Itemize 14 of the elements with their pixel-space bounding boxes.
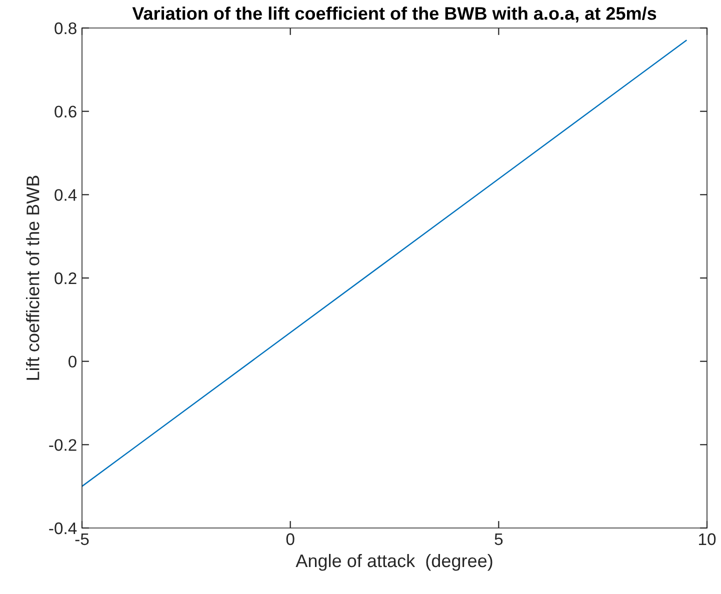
y-tick-label: -0.2 [49, 439, 76, 451]
x-tick-label: 0 [286, 533, 294, 546]
y-tick-label: 0.6 [54, 106, 76, 118]
y-tick-label: 0.2 [54, 272, 76, 284]
chart-title: Variation of the lift coefficient of the BWB with a.o.a, at 25m/s [132, 6, 656, 22]
y-tick-label: 0.4 [54, 189, 77, 201]
x-tick-label: 10 [699, 533, 716, 546]
y-axis-title: Lift coefficient of the BWB [26, 176, 40, 380]
x-tick-label: 5 [494, 533, 503, 546]
x-tick-label: -5 [75, 533, 89, 546]
y-tick-label: 0.8 [54, 22, 76, 34]
y-tick-label: -0.4 [49, 522, 77, 534]
x-axis-title: Angle of attack (degree) [296, 554, 492, 571]
y-tick-label: 0 [68, 356, 76, 368]
